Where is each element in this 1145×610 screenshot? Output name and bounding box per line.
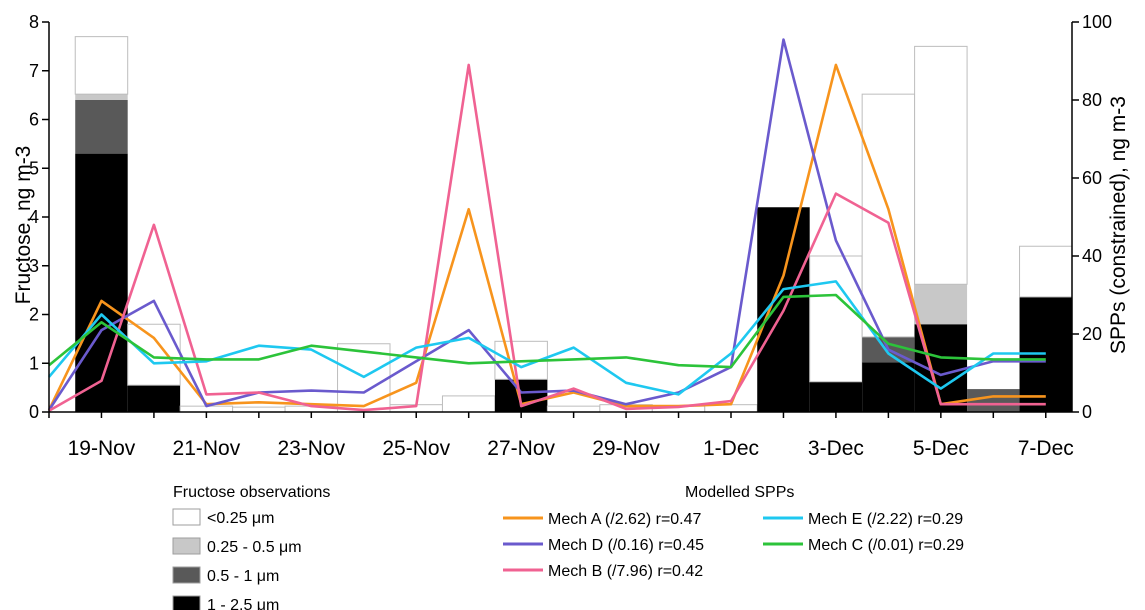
left-tick-label-7: 7	[29, 61, 39, 81]
right-tick-label-4: 80	[1082, 90, 1102, 110]
right-tick-label-3: 60	[1082, 168, 1102, 188]
bar-sample-0-051	[75, 100, 128, 154]
bar-sample-18-025	[1019, 245, 1073, 298]
right-axis-title: SPPs (constrained), ng m-3	[1107, 96, 1130, 354]
bar-sample-0-025	[74, 36, 129, 95]
left-tick-label-3: 3	[29, 256, 39, 276]
legend-line-label-3: Mech E (/2.22) r=0.29	[808, 511, 963, 528]
legend-label-bin-2: 0.5 - 1 μm	[207, 568, 279, 585]
series-line-2	[48, 63, 1046, 412]
legend-label-bin-3: 1 - 2.5 μm	[207, 597, 279, 610]
bar-sample-1-125	[127, 385, 181, 412]
legend-title-modelled: Modelled SPPs	[685, 484, 794, 501]
series-line-1	[47, 38, 1046, 411]
right-tick-label-5: 100	[1082, 12, 1112, 32]
bar-sample-16-025	[914, 45, 968, 285]
x-tick-label-8: 5-Dec	[913, 437, 969, 460]
legend-swatch-bin-2	[172, 566, 201, 584]
left-tick-label-5: 5	[29, 158, 39, 178]
left-tick-label-0: 0	[29, 402, 39, 422]
legend-line-label-4: Mech C (/0.01) r=0.29	[808, 537, 964, 554]
legend-swatch-bin-1	[172, 537, 201, 555]
bar-sample-0-02505	[75, 94, 128, 100]
legend-title-observations: Fructose observations	[173, 484, 330, 501]
legend-line-label-1: Mech D (/0.16) r=0.45	[548, 537, 704, 554]
x-tick-label-7: 3-Dec	[808, 437, 864, 460]
bar-sample-14-025	[809, 255, 863, 383]
bar-sample-14-125	[809, 381, 863, 412]
legend-swatch-bin-3	[172, 595, 201, 610]
legend-label-bin-0: <0.25 μm	[207, 510, 274, 527]
bar-sample-15-025	[861, 93, 916, 338]
legend-label-bin-1: 0.25 - 0.5 μm	[207, 539, 302, 556]
x-tick-label-5: 29-Nov	[592, 437, 660, 460]
left-tick-label-1: 1	[29, 353, 39, 373]
legend-line-label-2: Mech B (/7.96) r=0.42	[548, 563, 703, 580]
bar-sample-17-051	[967, 389, 1020, 412]
x-tick-label-0: 19-Nov	[68, 437, 136, 460]
x-tick-label-2: 23-Nov	[277, 437, 345, 460]
left-axis-title: Fructose, ng m-3	[12, 146, 35, 305]
right-tick-label-0: 0	[1082, 402, 1092, 422]
x-tick-label-6: 1-Dec	[703, 437, 759, 460]
bar-sample-9-025	[546, 405, 601, 413]
bar-sample-7-025	[441, 395, 496, 413]
bar-sample-0-125	[75, 153, 128, 412]
legend: Fructose observations Modelled SPPs <0.2…	[172, 484, 964, 610]
right-tick-label-1: 20	[1082, 324, 1102, 344]
right-tick-label-2: 40	[1082, 246, 1102, 266]
left-tick-label-4: 4	[29, 207, 39, 227]
x-tick-label-3: 25-Nov	[382, 437, 450, 460]
bar-sample-15-125	[862, 362, 915, 412]
bar-sample-16-02505	[914, 284, 968, 325]
left-tick-label-6: 6	[29, 110, 39, 130]
left-tick-label-8: 8	[29, 12, 39, 32]
left-tick-label-2: 2	[29, 305, 39, 325]
legend-line-label-0: Mech A (/2.62) r=0.47	[548, 511, 702, 528]
legend-swatch-bin-0	[172, 508, 201, 526]
x-tick-label-9: 7-Dec	[1018, 437, 1074, 460]
x-tick-label-4: 27-Nov	[487, 437, 555, 460]
x-tick-label-1: 21-Nov	[173, 437, 241, 460]
series-line-4	[48, 293, 1046, 369]
bar-sample-1-025	[127, 323, 181, 386]
lines-layer	[47, 38, 1046, 412]
